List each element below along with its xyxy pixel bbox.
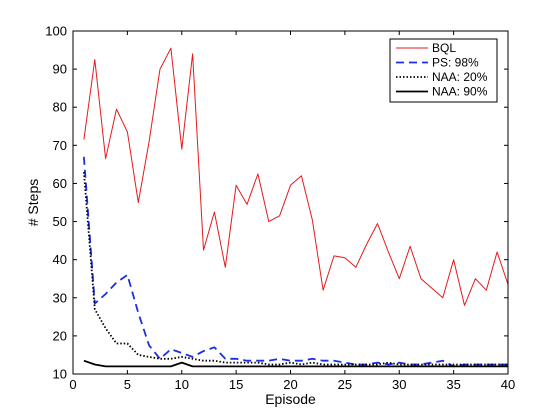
x-tick-label: 30	[392, 377, 406, 392]
legend-label: PS: 98%	[432, 56, 479, 70]
series-layer	[83, 47, 509, 368]
y-tick-label: 80	[53, 100, 67, 115]
y-tick-label: 60	[53, 176, 67, 191]
y-tick-label: 40	[53, 252, 67, 267]
y-axis-label: # Steps	[25, 179, 41, 226]
y-tick-label: 10	[53, 367, 67, 382]
series-line-naa-90	[83, 359, 508, 368]
x-tick-label: 0	[69, 377, 76, 392]
x-axis-label: Episode	[265, 391, 316, 407]
x-tick-label: 20	[283, 377, 297, 392]
y-tick-label: 90	[53, 62, 67, 77]
x-tick-label: 35	[446, 377, 460, 392]
y-tick-label: 100	[45, 24, 67, 39]
legend-label: NAA: 90%	[432, 85, 488, 99]
x-tick-label: 10	[175, 377, 189, 392]
legend-label: BQL	[432, 41, 456, 55]
ticks-layer: 0 5 10 15 20 25 30 35 40 10 20 30 40 50 60 70 80 90 100	[45, 24, 515, 393]
x-tick-label: 40	[501, 377, 515, 392]
x-tick-label: 25	[338, 377, 352, 392]
series-line-ps-98	[83, 156, 508, 368]
x-tick-label: 5	[124, 377, 131, 392]
legend-label: NAA: 20%	[432, 70, 488, 84]
y-tick-label: 20	[53, 328, 67, 343]
y-tick-label: 70	[53, 138, 67, 153]
series-line-bql	[83, 47, 509, 306]
y-tick-label: 50	[53, 214, 67, 229]
series-line-naa-20	[83, 171, 508, 366]
y-tick-label: 30	[53, 290, 67, 305]
x-tick-label: 15	[229, 377, 243, 392]
